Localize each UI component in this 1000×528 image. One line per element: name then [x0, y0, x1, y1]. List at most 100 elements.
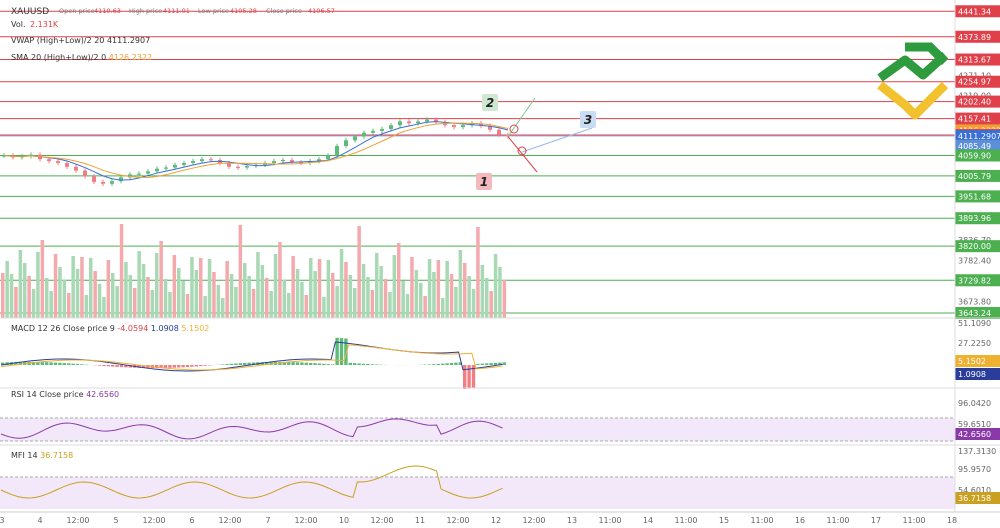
price-axis-label: 4202.40	[958, 98, 991, 107]
volume-bar	[463, 263, 467, 318]
projection-tag	[580, 111, 596, 128]
mfi-axis-badge	[955, 492, 1000, 504]
mfi-axis-label: 36.7158	[958, 494, 991, 503]
candle	[200, 159, 204, 162]
volume-bar	[49, 291, 53, 318]
time-axis-label: 4	[37, 516, 42, 525]
candle	[74, 166, 78, 171]
volume-bar	[335, 286, 339, 318]
time-axis-label: 12:00	[294, 516, 317, 525]
macd-histogram-bar	[1, 362, 5, 365]
macd-histogram-bar	[485, 363, 489, 365]
time-axis-label: 13	[567, 516, 577, 525]
macd-histogram-bar	[172, 365, 176, 368]
price-axis-badge	[955, 53, 1000, 66]
projection-tag-label: 1	[480, 175, 488, 189]
time-axis-label: 12:00	[370, 516, 393, 525]
candle	[326, 155, 330, 160]
time-axis-label: 12:00	[446, 516, 469, 525]
volume-bar	[344, 262, 348, 318]
volume-bar	[383, 279, 388, 318]
macd-histogram-bar	[247, 362, 251, 365]
volume-bar	[111, 273, 115, 318]
volume-bar	[80, 257, 84, 318]
price-axis-label: 4085.49	[958, 142, 991, 151]
volume-bar	[322, 297, 326, 318]
price-axis-label: 4254.97	[958, 78, 991, 87]
candle	[101, 181, 105, 184]
volume-bar	[155, 253, 159, 318]
time-axis-label: 12:00	[218, 516, 241, 525]
volume-bar	[256, 252, 260, 318]
time-axis-label: 11:00	[598, 516, 621, 525]
volume-pane	[1, 224, 507, 318]
time-axis-label: 7	[265, 516, 270, 525]
projection-tag-label: 3	[584, 113, 592, 127]
candle	[146, 171, 150, 174]
volume-bar	[146, 277, 150, 318]
volume-bar	[278, 242, 282, 318]
macd-histogram-bar	[190, 365, 194, 367]
candle	[47, 159, 51, 162]
macd-histogram-bar	[300, 362, 304, 365]
mfi-line	[0, 465, 503, 499]
candle	[164, 167, 168, 169]
volume-bar	[309, 258, 313, 318]
candle	[416, 121, 420, 124]
volume-bar	[458, 250, 463, 318]
volume-bar	[124, 262, 128, 318]
volume-bar	[177, 268, 181, 318]
macd-histogram-bar	[282, 361, 286, 365]
price-axis-badge	[955, 149, 1000, 162]
volume-bar	[181, 281, 185, 318]
macd-histogram-bar	[155, 365, 159, 369]
price-axis-label: 4441.34	[958, 7, 991, 16]
candle	[290, 159, 294, 163]
pivot-marker	[517, 146, 527, 156]
macd-title: MACD 12 26 Close price 9 -4.0594 1.0908 …	[11, 324, 209, 333]
open-label: Open price	[59, 7, 95, 15]
macd-histogram-bar	[58, 362, 62, 365]
macd-histogram-bar	[348, 362, 352, 365]
open-value: 4110.63	[94, 7, 121, 15]
rsi-axis-label: 59.6510	[958, 420, 991, 429]
volume-bar	[150, 290, 155, 318]
volume-bar	[128, 275, 133, 318]
candle	[245, 166, 249, 168]
volume-bar	[243, 263, 247, 318]
brand-logo-icon	[877, 42, 949, 120]
price-axis-badge	[955, 5, 1000, 18]
volume-bar	[449, 274, 454, 318]
volume-bar	[489, 291, 493, 318]
time-axis-label: 12:00	[142, 516, 165, 525]
candle	[434, 119, 438, 123]
macd-histogram-bar	[339, 338, 344, 365]
pivot-marker	[509, 124, 519, 134]
candle	[119, 177, 123, 182]
projection-side-arrow	[521, 127, 593, 153]
volume-bar	[62, 280, 67, 318]
volume-bar	[265, 278, 269, 318]
volume-bar	[291, 256, 295, 318]
candle	[335, 145, 339, 156]
macd-histogram-bar	[309, 362, 313, 365]
volume-bar	[58, 267, 62, 318]
macd-histogram-bar	[322, 363, 326, 365]
price-axis-label: 3729.82	[958, 276, 991, 285]
macd-axis-label: 51.1090	[958, 319, 991, 328]
candle	[299, 162, 303, 164]
vol-value: 2.131K	[30, 20, 59, 29]
price-axis-label: 4373.89	[958, 33, 991, 42]
macd-histogram-bar	[159, 365, 163, 369]
time-axis-label: 12	[491, 516, 501, 525]
volume-bar	[300, 282, 304, 318]
macd-histogram-bar	[75, 363, 80, 365]
macd-histogram-bar	[243, 362, 247, 365]
macd-histogram-bar	[458, 362, 462, 365]
volume-bar	[67, 293, 71, 318]
volume-bar	[467, 276, 471, 318]
macd-pane: 51.1090 27.2250 5.1502 1.0908	[0, 319, 1000, 389]
volume-bar	[295, 269, 300, 318]
volume-bar	[366, 277, 370, 318]
